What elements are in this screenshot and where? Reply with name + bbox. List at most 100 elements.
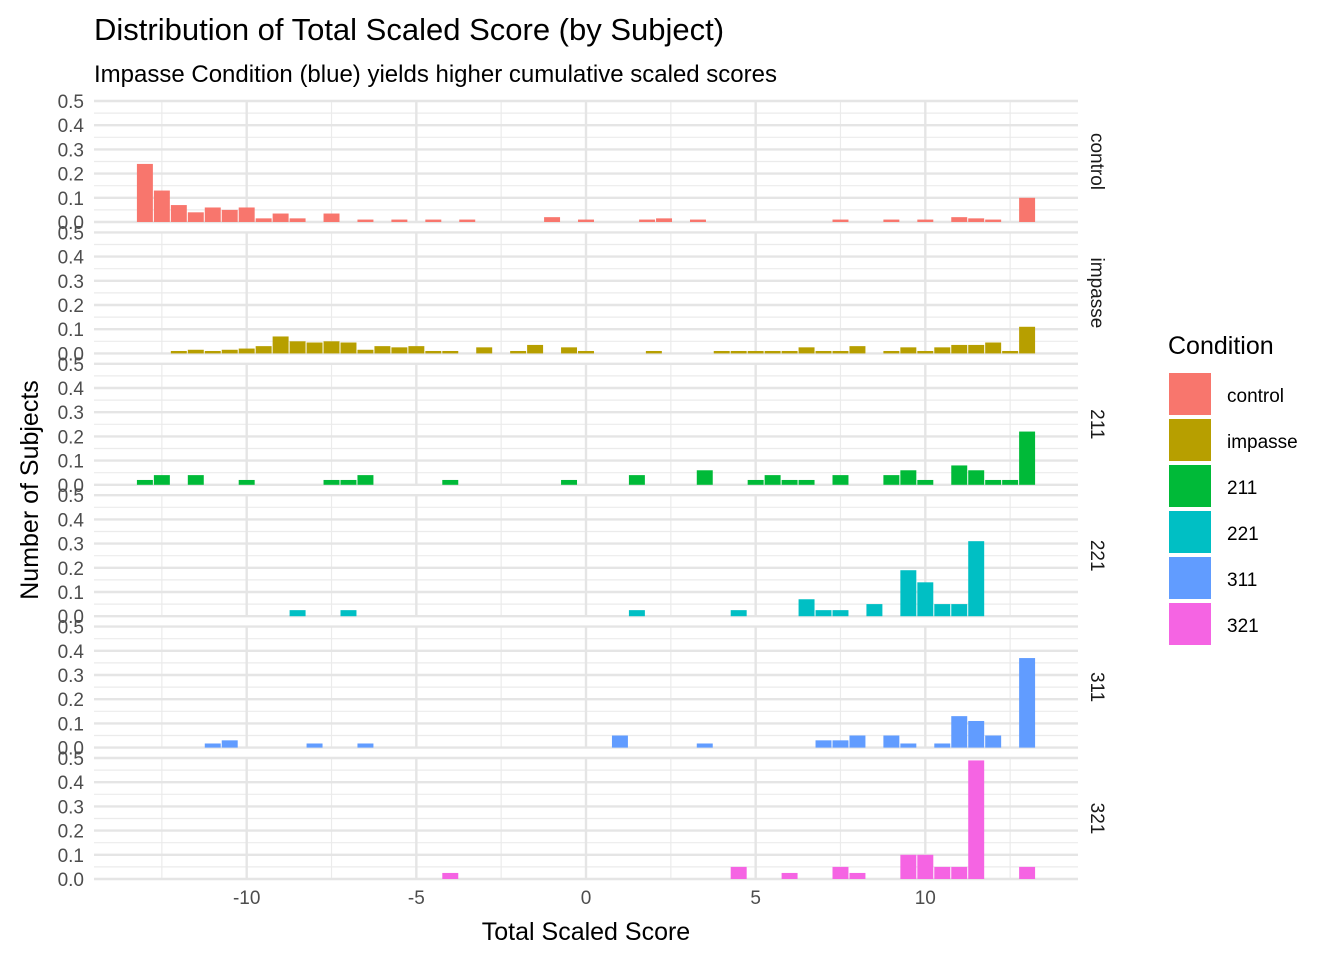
y-tick-label: 0.1 (58, 846, 84, 867)
bar (968, 720, 985, 748)
bar (340, 342, 357, 354)
bar (849, 872, 866, 879)
bar (357, 475, 374, 485)
bar (340, 479, 357, 485)
y-tick-label: 0.5 (58, 618, 84, 639)
bar (1002, 479, 1019, 485)
bar (968, 218, 985, 222)
bar (968, 344, 985, 354)
facet-strip-label: 321 (1086, 803, 1107, 835)
bar (832, 350, 849, 354)
legend-swatch (1169, 465, 1211, 507)
bar (917, 219, 934, 222)
bar (730, 610, 747, 617)
bar (849, 346, 866, 354)
bar (544, 217, 561, 222)
bar (985, 219, 1002, 222)
bar (170, 350, 187, 354)
y-tick-label: 0.5 (58, 486, 84, 507)
bar (153, 190, 170, 222)
bar (221, 209, 238, 222)
bar (272, 213, 289, 222)
legend-label: 311 (1227, 570, 1257, 591)
legend-swatch (1169, 373, 1211, 415)
bar (832, 740, 849, 748)
bar (306, 743, 323, 748)
bar (153, 475, 170, 485)
bar (391, 219, 408, 222)
y-tick-label: 0.2 (58, 690, 84, 711)
bar (951, 716, 968, 748)
bar (357, 349, 374, 354)
bar (289, 218, 306, 222)
legend-label: 211 (1227, 478, 1257, 499)
y-tick-label: 0.5 (58, 355, 84, 376)
bar (425, 350, 442, 354)
legend-label: impasse (1227, 432, 1298, 453)
x-tick-label: -5 (408, 888, 425, 909)
y-tick-label: 0.0 (58, 870, 84, 891)
bar (238, 479, 255, 485)
bar (323, 213, 340, 222)
bar (917, 854, 934, 879)
bar (204, 743, 221, 748)
y-tick-label: 0.2 (58, 296, 84, 317)
bar (187, 212, 204, 222)
y-tick-label: 0.0 (58, 739, 84, 760)
y-tick-label: 0.3 (58, 797, 84, 818)
bar (170, 205, 187, 222)
legend-label: 221 (1227, 524, 1259, 545)
bar (730, 350, 747, 354)
legend-swatch (1169, 603, 1211, 645)
bar (561, 347, 578, 354)
bar (656, 218, 673, 222)
y-tick-label: 0.4 (58, 510, 85, 531)
x-axis-title: Total Scaled Score (482, 918, 690, 946)
bar (798, 599, 815, 617)
legend-label: 321 (1227, 616, 1259, 637)
bar (917, 350, 934, 354)
bar (408, 346, 425, 354)
bar (561, 479, 578, 485)
bar (900, 570, 917, 617)
y-tick-label: 0.1 (58, 714, 84, 735)
legend: Condition control impasse 211 221 311 321 (1168, 332, 1298, 645)
bar (917, 582, 934, 617)
bar (951, 866, 968, 879)
facet-panel-221: 0.0 0.1 0.2 0.3 0.4 0.5 221 (58, 486, 1107, 628)
bar (272, 336, 289, 354)
y-tick-label: 0.0 (58, 476, 84, 497)
facet-strip-label: 311 (1086, 672, 1107, 702)
y-tick-label: 0.4 (58, 248, 85, 269)
facet-panel-impasse: 0.0 0.1 0.2 0.3 0.4 0.5 impasse (58, 223, 1107, 365)
y-tick-label: 0.3 (58, 666, 84, 687)
y-tick-label: 0.3 (58, 140, 84, 161)
bar (951, 465, 968, 485)
bar (900, 743, 917, 748)
bar (1019, 866, 1036, 879)
y-tick-label: 0.1 (58, 583, 84, 604)
chart-subtitle: Impasse Condition (blue) yields higher c… (94, 61, 777, 88)
bar (900, 854, 917, 879)
bar (968, 470, 985, 485)
bar (578, 219, 594, 222)
bar (917, 479, 934, 485)
bar (323, 341, 340, 354)
y-tick-label: 0.0 (58, 607, 84, 628)
bar (747, 479, 764, 485)
bar (1019, 658, 1036, 748)
bar (611, 735, 628, 748)
bar (238, 348, 255, 354)
y-tick-label: 0.3 (58, 535, 84, 556)
bar (985, 479, 1002, 485)
bar (764, 350, 781, 354)
bar (730, 866, 747, 879)
bar (221, 740, 238, 748)
bar (798, 347, 815, 354)
facet-panel-311: 0.0 0.1 0.2 0.3 0.4 0.5 311 (58, 618, 1107, 760)
bar (934, 866, 951, 879)
chart-title: Distribution of Total Scaled Score (by S… (94, 12, 724, 47)
bar (985, 342, 1002, 354)
bar (798, 479, 815, 485)
bar (815, 350, 832, 354)
